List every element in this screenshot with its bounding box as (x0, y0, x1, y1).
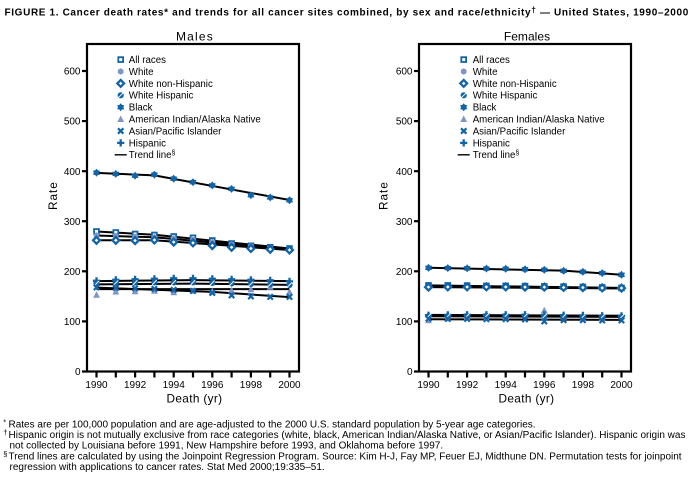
svg-text:White Hispanic: White Hispanic (129, 91, 194, 102)
svg-text:1992: 1992 (456, 380, 479, 391)
svg-text:200: 200 (64, 267, 81, 278)
svg-text:Hispanic origin is not mutuall: Hispanic origin is not mutually exclusiv… (9, 430, 686, 441)
svg-text:400: 400 (64, 167, 81, 178)
svg-text:300: 300 (64, 217, 81, 228)
svg-text:regression with applications t: regression with applications to cancer r… (10, 462, 325, 473)
svg-text:White Hispanic: White Hispanic (473, 91, 538, 102)
svg-text:Death (yr): Death (yr) (167, 391, 223, 405)
svg-text:not collected by Louisiana bef: not collected by Louisiana before 1991, … (10, 441, 444, 452)
svg-text:White non-Hispanic: White non-Hispanic (129, 79, 213, 90)
svg-text:Asian/Pacific Islander: Asian/Pacific Islander (129, 126, 222, 137)
svg-text:American Indian/Alaska Native: American Indian/Alaska Native (129, 115, 261, 126)
svg-text:White: White (129, 67, 154, 78)
svg-text:600: 600 (64, 67, 81, 78)
svg-text:White non-Hispanic: White non-Hispanic (473, 79, 557, 90)
svg-text:Males: Males (176, 30, 214, 44)
svg-text:100: 100 (396, 317, 413, 328)
svg-text:Trend line§: Trend line§ (473, 150, 520, 161)
svg-text:0: 0 (407, 367, 413, 378)
svg-text:Hispanic: Hispanic (473, 138, 510, 149)
svg-text:1994: 1994 (163, 380, 186, 391)
svg-text:†: † (3, 428, 7, 437)
svg-text:White: White (473, 67, 498, 78)
svg-text:1998: 1998 (240, 380, 263, 391)
svg-text:500: 500 (396, 117, 413, 128)
svg-text:2000: 2000 (610, 380, 633, 391)
svg-text:§: § (3, 449, 7, 458)
svg-text:1994: 1994 (495, 380, 518, 391)
svg-text:American Indian/Alaska Native: American Indian/Alaska Native (473, 115, 605, 126)
svg-text:1992: 1992 (124, 380, 147, 391)
svg-text:All races: All races (473, 55, 510, 66)
svg-text:All races: All races (129, 55, 166, 66)
svg-text:Females: Females (504, 30, 550, 44)
svg-text:Trend lines are calculated by: Trend lines are calculated by using the … (9, 451, 682, 462)
svg-text:Asian/Pacific Islander: Asian/Pacific Islander (473, 126, 566, 137)
svg-text:2000: 2000 (278, 380, 301, 391)
svg-text:200: 200 (396, 267, 413, 278)
svg-text:600: 600 (396, 67, 413, 78)
svg-text:0: 0 (75, 367, 81, 378)
svg-text:Black: Black (129, 103, 153, 114)
svg-text:400: 400 (396, 167, 413, 178)
svg-text:Hispanic: Hispanic (129, 138, 166, 149)
svg-text:Rate: Rate (377, 181, 391, 210)
svg-text:Death (yr): Death (yr) (499, 391, 555, 405)
svg-text:1990: 1990 (417, 380, 440, 391)
svg-text:1996: 1996 (201, 380, 224, 391)
svg-text:Rates are per 100,000 populati: Rates are per 100,000 population and are… (9, 419, 536, 430)
svg-text:*: * (3, 417, 6, 426)
svg-text:Trend line§: Trend line§ (129, 150, 176, 161)
svg-text:1996: 1996 (533, 380, 556, 391)
svg-text:500: 500 (64, 117, 81, 128)
svg-text:Rate: Rate (46, 181, 60, 210)
svg-text:1990: 1990 (85, 380, 108, 391)
svg-text:300: 300 (396, 217, 413, 228)
svg-text:Black: Black (473, 103, 497, 114)
svg-text:1998: 1998 (572, 380, 595, 391)
svg-text:100: 100 (64, 317, 81, 328)
